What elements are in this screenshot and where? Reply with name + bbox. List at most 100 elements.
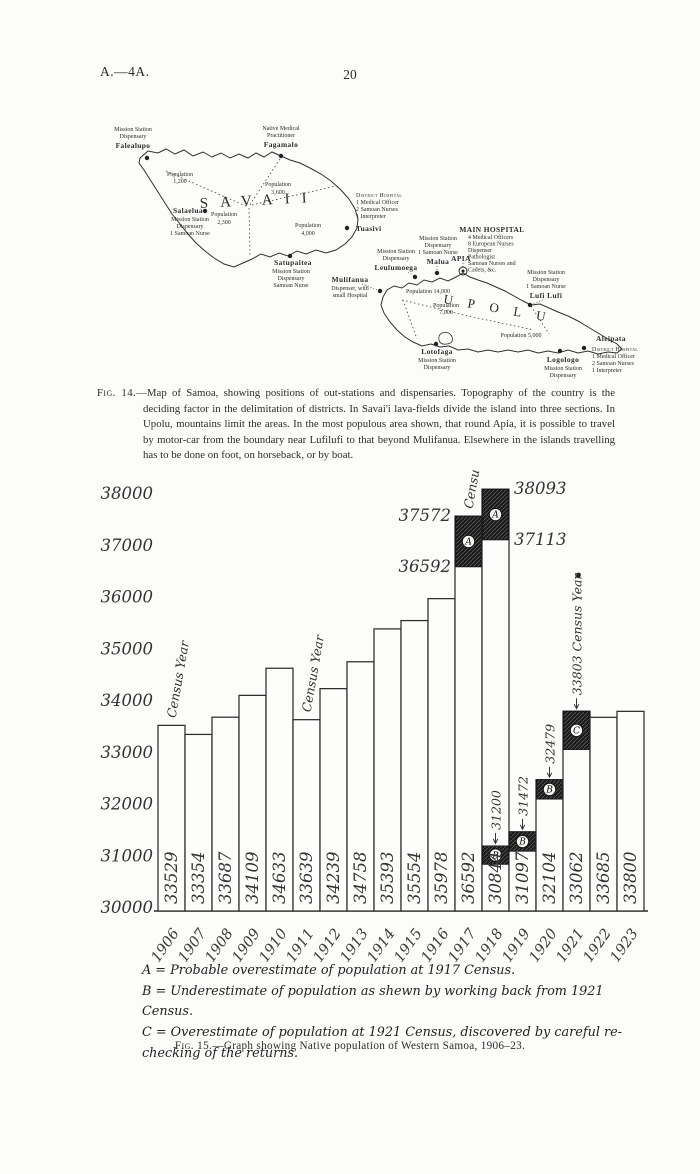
block-letter-circle (488, 848, 503, 862)
bar-1914 (373, 628, 402, 912)
map-label-line: Samoan Nurses and (468, 261, 516, 267)
map-label-line: Dispenser (468, 248, 492, 254)
islet-near-lotofaga (438, 332, 453, 345)
bar-1913 (346, 661, 375, 912)
bar-1910 (265, 667, 294, 912)
map-label-line: Aleipata (596, 334, 626, 343)
bar-value-label-1912: 34239 (324, 852, 343, 905)
bar-1906 (157, 724, 186, 912)
bar-value-label-1921: 33062 (567, 852, 586, 905)
map-label-line: Dispensary (278, 276, 305, 282)
bar-value-label-1916: 35978 (432, 852, 451, 905)
map-label-line: Dispensary (383, 256, 410, 262)
map-label-line: District Hospital (356, 193, 402, 199)
block-letter-B: B (518, 838, 526, 848)
station-dot (527, 302, 533, 308)
map-label-line: Mission Station (527, 270, 565, 276)
document-reference: A.—4A. (100, 64, 150, 79)
fig15-caption-text: —Graph showing Native population of West… (212, 1040, 526, 1052)
map-label-line: Mission Station (419, 236, 457, 242)
block-letter-circle (569, 723, 584, 738)
y-axis-tick-label: 37000 (101, 536, 154, 555)
bar-value-label-1918: 30844 (486, 852, 505, 905)
station-dot (377, 288, 383, 294)
legend-line-b: B = Underestimate of population as shewn… (142, 983, 604, 1020)
station-dot (557, 348, 563, 354)
map-label-line: 2 Samoan Nurses (356, 207, 399, 213)
block-letter-circle (461, 534, 476, 549)
map-label-line: MAIN HOSPITAL (459, 225, 524, 234)
map-label-line: Dispensary (425, 243, 452, 249)
map-label-line: 2 Samoan Nurses (592, 361, 635, 367)
apia-marker (458, 266, 468, 276)
annotation-1920: 32479 (543, 724, 558, 764)
x-axis-year-label-1909: 1909 (230, 926, 264, 965)
block-letter-circle (488, 507, 503, 522)
map-label-line: Mission Station (418, 358, 456, 364)
x-axis-year-label-1920: 1920 (527, 926, 561, 965)
map-label-line: APIA (451, 254, 471, 263)
station-dot (344, 225, 350, 231)
map-label-line: Population (211, 212, 237, 218)
station-dots (144, 153, 587, 354)
map-label-line: Population 5,000 (500, 333, 541, 339)
y-axis-tick-label: 32000 (101, 795, 154, 814)
map-label-line: Logologo (547, 355, 579, 364)
annotation-1921: 33803 Census Year (570, 573, 585, 696)
census-dot (576, 572, 581, 578)
bar-value-label-1914: 35393 (378, 852, 397, 905)
bar-1911 (292, 719, 321, 912)
y-axis-tick-label: 36000 (101, 588, 154, 607)
bar-value-label-1906: 33529 (162, 852, 181, 905)
map-label-line: Population (433, 303, 459, 309)
map-label-line: Mission Station (272, 269, 310, 275)
legend-line-c: C = Overestimate of population at 1921 C… (142, 1025, 622, 1061)
map-label-line: Samoan Nurse (273, 283, 308, 289)
annotation-1919: 31472 (516, 776, 531, 816)
bar-1907 (184, 733, 213, 912)
map-label-line: 1 Interpreter (356, 214, 386, 220)
x-axis-year-label-1916: 1916 (419, 926, 453, 965)
map-label-line: 1,200 (173, 179, 187, 185)
block-letter-C: C (573, 727, 580, 737)
map-label-line: Dispensary (550, 373, 577, 379)
block-letter-A: A (464, 538, 472, 548)
savaii-name: SAVAII (199, 190, 319, 212)
map-label-line: 4,000 (301, 231, 315, 237)
map-label-line: Population (167, 172, 193, 178)
block-letter-circle (515, 834, 530, 849)
x-axis-year-label-1919: 1919 (500, 926, 534, 965)
map-label-line: Lotofaga (421, 347, 453, 356)
page-number: 20 (343, 67, 357, 82)
satupaitea-label: Satupaitea Mission StationDispensarySamoa… (272, 258, 311, 289)
map-label-line: Pathologist (468, 255, 495, 261)
savaii-outline (138, 148, 359, 268)
population-2300-label: Population 2,300 (211, 212, 237, 226)
x-axis-year-label-1907: 1907 (176, 925, 211, 965)
annotation-arrowhead (519, 824, 526, 831)
station-dot (581, 345, 587, 351)
map-label-line: 1 Samoan Nurse (526, 284, 566, 290)
bar-value-label-1917: 36592 (459, 852, 478, 905)
fig14-caption: Fig. 14.—Map of Samoa, showing positions… (97, 386, 615, 464)
y-axis-tick-label: 30000 (101, 898, 154, 917)
map-label-line: Native Medical (262, 126, 299, 132)
annotation-arrowhead (573, 703, 580, 710)
map-label-line: Population (265, 182, 291, 188)
map-station-labels: Mission StationDispensaryFalealupoNative… (114, 126, 638, 379)
annotation-37113: 37113 (514, 530, 567, 549)
y-axis-tick-label: 35000 (101, 639, 154, 658)
map-label-line: District Hospital (592, 347, 638, 353)
y-axis-tick-label: 38000 (101, 484, 154, 503)
x-axis-year-label-1913: 1913 (338, 926, 372, 965)
bar-value-label-1913: 34758 (351, 852, 370, 905)
map-label-line: Tuasivi (356, 224, 382, 233)
map-label-line: Dispenser, with (331, 286, 368, 292)
map-label-line: 1 Interpreter (592, 368, 622, 374)
map-label-line: Population 14,000 (406, 289, 450, 295)
